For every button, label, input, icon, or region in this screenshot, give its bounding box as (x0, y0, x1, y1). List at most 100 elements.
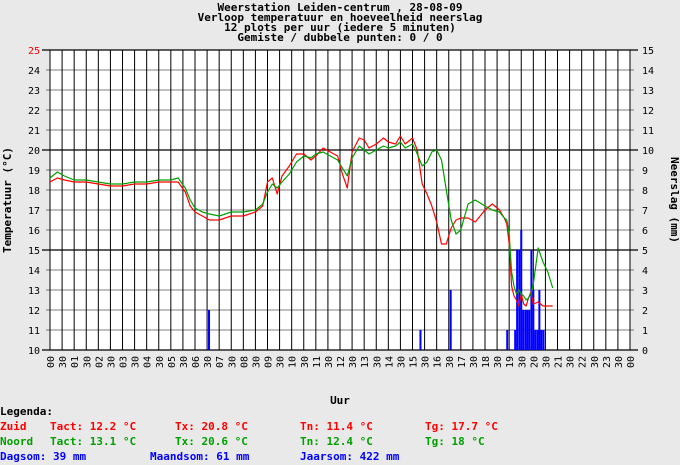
y2-tick-label: 11 (642, 126, 654, 137)
y-tick-label: 16 (28, 226, 40, 237)
legend-noord-tx: Tx: 20.6 °C (175, 435, 248, 448)
x-tick-label: 06 (191, 356, 202, 368)
x-tick-label: 16 (433, 356, 444, 368)
x-tick-label: 30 (348, 356, 359, 368)
legend-zuid-tact: Tact: 12.2 °C (50, 420, 137, 433)
x-tick-label: 30 (566, 356, 577, 368)
x-tick-label: 30 (590, 356, 601, 368)
y-tick-label: 21 (28, 126, 40, 137)
series-line-noord (49, 141, 554, 301)
y-tick-label: 25 (28, 46, 40, 57)
x-tick-label: 03 (119, 356, 130, 368)
legend-dagsom: Dagsom: 39 mm (0, 450, 87, 463)
y2-tick-label: 12 (642, 106, 654, 117)
x-tick-label: 05 (167, 356, 178, 368)
rain-bar (536, 330, 539, 350)
y-tick-label: 17 (28, 206, 40, 217)
legend-noord-tg: Tg: 18 °C (425, 435, 485, 448)
y-tick-label: 11 (28, 326, 40, 337)
y-tick-label: 12 (28, 306, 40, 317)
x-tick-label: 30 (131, 356, 142, 368)
rain-bar (530, 250, 533, 350)
legend-maandsom: Maandsom: 61 mm (150, 450, 250, 463)
x-tick-label: 30 (541, 356, 552, 368)
y-tick-label: 15 (28, 246, 40, 257)
x-tick-label: 12 (336, 356, 347, 368)
x-tick-label: 23 (602, 356, 613, 368)
legend-zuid-name: Zuid (0, 420, 27, 433)
x-tick-label: 30 (614, 356, 625, 368)
y-axis-label: Temperatuur (°C) (1, 147, 14, 253)
x-tick-label: 30 (82, 356, 93, 368)
y-tick-label: 14 (28, 266, 40, 277)
x-tick-label: 30 (469, 356, 480, 368)
y-tick-label: 13 (28, 286, 40, 297)
y-tick-label: 19 (28, 166, 40, 177)
rain-bar (419, 330, 422, 350)
x-tick-label: 17 (457, 356, 468, 368)
x-tick-label: 09 (264, 356, 275, 368)
rain-bar (538, 290, 541, 350)
rain-bar (526, 310, 529, 350)
x-tick-label: 22 (578, 356, 589, 368)
y2-tick-label: 1 (642, 326, 648, 337)
y2-tick-label: 10 (642, 146, 654, 157)
x-tick-label: 10 (288, 356, 299, 368)
x-tick-label: 30 (155, 356, 166, 368)
y2-tick-label: 7 (642, 206, 648, 217)
x-tick-label: 08 (239, 356, 250, 368)
legend-noord-tact: Tact: 13.1 °C (50, 435, 137, 448)
legend-heading: Legenda: (0, 405, 53, 418)
y2-tick-label: 0 (642, 346, 648, 357)
x-tick-label: 14 (384, 356, 395, 368)
x-tick-label: 04 (143, 356, 154, 368)
x-tick-label: 30 (106, 356, 117, 368)
x-tick-label: 30 (396, 356, 407, 368)
x-tick-label: 30 (179, 356, 190, 368)
x-axis-label: Uur (330, 394, 350, 407)
legend-noord-tn: Tn: 12.4 °C (300, 435, 373, 448)
x-tick-label: 15 (409, 356, 420, 368)
x-tick-label: 00 (626, 356, 637, 368)
x-tick-label: 02 (94, 356, 105, 368)
y-tick-label: 18 (28, 186, 40, 197)
x-tick-label: 07 (215, 356, 226, 368)
x-tick-label: 18 (481, 356, 492, 368)
x-tick-label: 30 (372, 356, 383, 368)
y2-tick-label: 13 (642, 86, 654, 97)
y2-tick-label: 8 (642, 186, 648, 197)
y2-tick-label: 6 (642, 226, 648, 237)
x-tick-label: 30 (276, 356, 287, 368)
x-tick-label: 01 (70, 356, 81, 368)
x-tick-label: 30 (300, 356, 311, 368)
x-tick-label: 13 (360, 356, 371, 368)
chart-missing-points: Gemiste / dubbele punten: 0 / 0 (237, 31, 443, 44)
chart-subtitle-frequency: 12 plots per uur (iedere 5 minuten) (224, 21, 456, 34)
legend-zuid-tg: Tg: 17.7 °C (425, 420, 498, 433)
rain-bar (522, 310, 525, 350)
y2-axis-label: Neerslag (mm) (668, 157, 680, 243)
y2-tick-label: 5 (642, 246, 648, 257)
x-tick-label: 30 (421, 356, 432, 368)
x-tick-label: 30 (58, 356, 69, 368)
rain-bar (518, 250, 521, 350)
legend-jaarsom: Jaarsom: 422 mm (300, 450, 400, 463)
rain-bar (524, 310, 527, 350)
chart-subtitle: Verloop temperatuur en hoeveelheid neers… (197, 11, 483, 24)
series-line-zuid (49, 135, 553, 307)
y-tick-label: 10 (28, 346, 40, 357)
x-tick-label: 30 (324, 356, 335, 368)
x-tick-label: 30 (445, 356, 456, 368)
legend-noord-name: Noord (0, 435, 34, 448)
x-tick-label: 30 (517, 356, 528, 368)
rain-bar (516, 250, 519, 350)
rain-bar (540, 330, 543, 350)
rain-bar (514, 330, 517, 350)
x-tick-label: 19 (505, 356, 516, 368)
x-tick-label: 20 (529, 356, 540, 368)
rain-bar (532, 290, 535, 350)
x-tick-label: 30 (227, 356, 238, 368)
chart-title: Weerstation Leiden-centrum , 28-08-09 (217, 1, 463, 14)
